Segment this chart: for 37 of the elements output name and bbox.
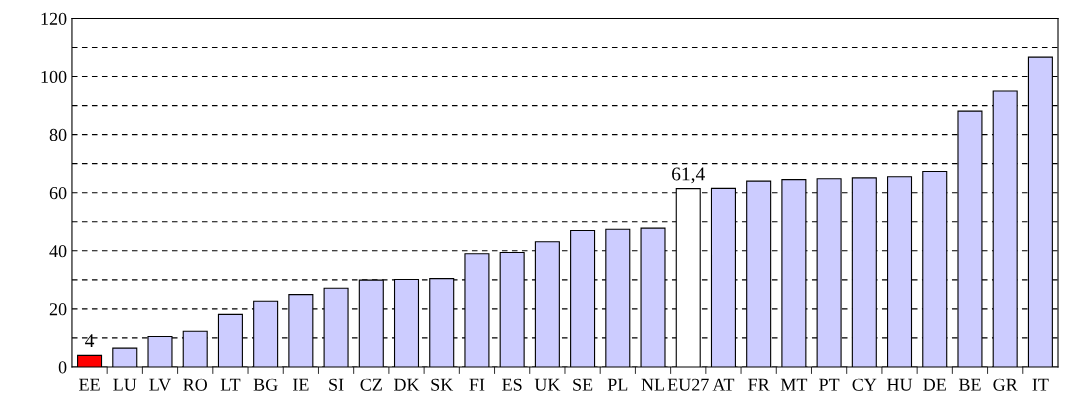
y-tick-label: 80 xyxy=(49,128,67,142)
x-tick-label: IT xyxy=(1032,378,1049,391)
x-tick-label: HU xyxy=(887,378,913,391)
x-tick-label: DE xyxy=(923,378,946,391)
x-tick-label: NL xyxy=(641,378,664,391)
x-tick-label: PL xyxy=(607,378,628,391)
y-tick-label: 100 xyxy=(41,70,67,83)
data-label: 61,4 xyxy=(672,167,705,184)
x-tick-label: BE xyxy=(958,378,981,391)
x-tick-label: BG xyxy=(253,378,278,391)
y-tick-label: 40 xyxy=(49,245,67,258)
x-tick-label: CY xyxy=(852,378,877,391)
x-tick-label: FI xyxy=(469,378,485,391)
x-tick-label: CZ xyxy=(360,378,382,391)
x-tick-label: UK xyxy=(534,378,561,391)
x-tick-label: PT xyxy=(819,378,840,391)
x-tick-label: SE xyxy=(573,378,593,391)
x-tick-label: IE xyxy=(292,378,309,391)
x-tick-label: LT xyxy=(220,378,241,391)
x-tick-label: LU xyxy=(113,378,137,391)
y-tick-label: 20 xyxy=(49,303,67,316)
x-tick-label: ES xyxy=(502,378,522,391)
x-tick-label: GR xyxy=(993,378,1018,391)
y-tick-label: 0 xyxy=(58,361,67,374)
y-tick-label: 60 xyxy=(49,186,67,200)
x-tick-label: DK xyxy=(393,378,420,391)
x-tick-label: FR xyxy=(748,378,770,391)
x-tick-label: AT xyxy=(712,378,735,391)
data-label: 4 xyxy=(85,334,95,348)
x-tick-label: EU27 xyxy=(667,378,709,391)
x-tick-label: SK xyxy=(431,378,454,391)
x-tick-label: EE xyxy=(79,378,100,391)
x-tick-label: SI xyxy=(329,378,344,391)
x-tick-label: LV xyxy=(149,378,171,391)
x-tick-label: MT xyxy=(780,378,808,391)
x-tick-label: RO xyxy=(183,378,208,391)
y-tick-label: 120 xyxy=(41,12,67,25)
